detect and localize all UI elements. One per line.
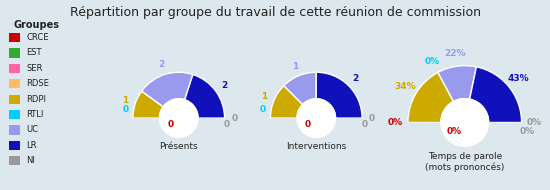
Wedge shape xyxy=(185,74,224,118)
Wedge shape xyxy=(316,72,362,118)
Wedge shape xyxy=(133,91,163,118)
Text: SER: SER xyxy=(26,64,43,73)
Text: 0%: 0% xyxy=(520,127,535,135)
Text: 0: 0 xyxy=(361,120,367,129)
Text: 2: 2 xyxy=(353,74,359,83)
FancyBboxPatch shape xyxy=(9,141,20,150)
Text: RDSE: RDSE xyxy=(26,79,49,88)
Text: Répartition par groupe du travail de cette réunion de commission: Répartition par groupe du travail de cet… xyxy=(69,6,481,19)
Text: 1: 1 xyxy=(292,62,298,71)
Text: NI: NI xyxy=(26,156,35,165)
Text: 0: 0 xyxy=(224,120,230,129)
Text: Interventions: Interventions xyxy=(286,142,346,151)
Text: 0%: 0% xyxy=(447,127,462,135)
Text: RDPI: RDPI xyxy=(26,95,46,104)
FancyBboxPatch shape xyxy=(9,64,20,73)
Text: 0: 0 xyxy=(123,105,129,114)
FancyBboxPatch shape xyxy=(9,95,20,104)
Text: 1: 1 xyxy=(123,96,129,105)
Text: 0%: 0% xyxy=(425,57,439,66)
FancyBboxPatch shape xyxy=(9,125,20,135)
Text: 22%: 22% xyxy=(444,49,466,58)
FancyBboxPatch shape xyxy=(9,79,20,88)
Text: Groupes: Groupes xyxy=(13,20,59,30)
FancyBboxPatch shape xyxy=(9,48,20,58)
Text: 0: 0 xyxy=(305,120,311,129)
Circle shape xyxy=(297,99,336,137)
Text: RTLI: RTLI xyxy=(26,110,43,119)
Text: 0: 0 xyxy=(260,105,266,114)
Wedge shape xyxy=(408,72,454,123)
Text: Temps de parole
(mots prononcés): Temps de parole (mots prononcés) xyxy=(425,152,504,172)
Wedge shape xyxy=(271,118,362,164)
FancyBboxPatch shape xyxy=(9,156,20,165)
Text: 34%: 34% xyxy=(394,82,416,91)
FancyBboxPatch shape xyxy=(9,110,20,119)
Text: 2: 2 xyxy=(158,60,164,69)
Text: 1: 1 xyxy=(261,92,268,101)
Wedge shape xyxy=(470,67,521,123)
Text: EST: EST xyxy=(26,48,42,58)
Text: 2: 2 xyxy=(221,81,227,90)
Wedge shape xyxy=(133,118,224,164)
Text: 0: 0 xyxy=(369,114,375,123)
Text: UC: UC xyxy=(26,125,39,134)
Text: 0: 0 xyxy=(167,120,174,129)
Circle shape xyxy=(441,99,488,146)
Text: CRCE: CRCE xyxy=(26,33,49,42)
Text: 0: 0 xyxy=(232,114,238,123)
Text: 0%: 0% xyxy=(388,118,403,127)
Wedge shape xyxy=(408,123,521,179)
Wedge shape xyxy=(142,72,193,107)
Text: Présents: Présents xyxy=(160,142,198,151)
Text: 0%: 0% xyxy=(526,118,542,127)
Wedge shape xyxy=(284,72,316,104)
Text: 43%: 43% xyxy=(508,74,530,83)
FancyBboxPatch shape xyxy=(9,33,20,42)
Circle shape xyxy=(160,99,198,137)
Wedge shape xyxy=(438,66,476,101)
Text: LR: LR xyxy=(26,141,37,150)
Wedge shape xyxy=(271,86,303,118)
